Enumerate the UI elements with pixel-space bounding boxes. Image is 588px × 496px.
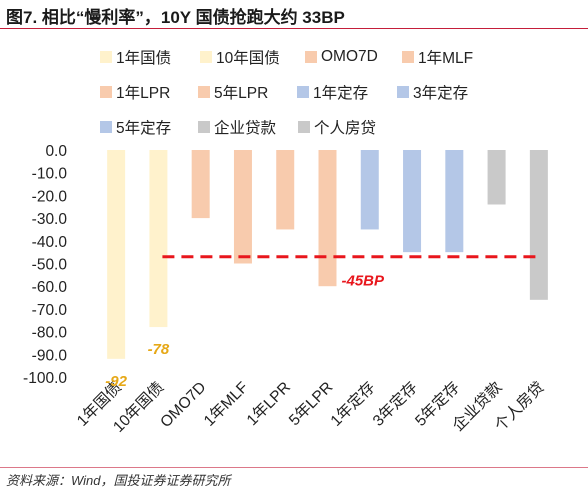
figure-title: 图7. 相比“慢利率”，10Y 国债抢跑大约 33BP — [6, 8, 345, 27]
data-label: -92 — [105, 373, 127, 390]
y-tick-label: -70.0 — [32, 302, 68, 319]
legend-swatch — [200, 51, 212, 63]
title-bar: 图7. 相比“慢利率”，10Y 国债抢跑大约 33BP — [0, 0, 588, 28]
bar-10 — [487, 150, 506, 205]
x-tick-label: 5年LPR — [285, 378, 336, 429]
bar-8 — [403, 150, 422, 253]
bar-11 — [529, 150, 548, 300]
legend-swatch — [198, 86, 210, 98]
legend-item: 1年定存 — [297, 81, 368, 103]
bar-2 — [149, 150, 168, 328]
legend-item: 1年LPR — [100, 81, 170, 103]
x-tick-label: 1年MLF — [200, 378, 252, 430]
legend-label: 1年定存 — [313, 85, 369, 102]
legend-item: 1年MLF — [402, 46, 473, 68]
legend-item: 企业贷款 — [198, 116, 276, 138]
legend-swatch — [402, 51, 414, 63]
legend-label: OMO7D — [321, 48, 378, 65]
y-tick-label: -50.0 — [32, 257, 68, 274]
x-tick-label: 1年LPR — [243, 378, 294, 429]
bar-6 — [318, 150, 337, 287]
legend-swatch — [305, 51, 317, 63]
legend-item: 10年国债 — [200, 46, 280, 68]
source-note: 资料来源：Wind，国投证券证券研究所 — [6, 473, 231, 488]
bar-9 — [445, 150, 464, 253]
legend-item: 个人房贷 — [298, 116, 376, 138]
legend-swatch — [100, 86, 112, 98]
legend-swatch — [297, 86, 309, 98]
y-tick-label: -10.0 — [32, 166, 68, 183]
source-rule — [0, 467, 588, 468]
legend-item: 5年LPR — [198, 81, 268, 103]
legend-label: 1年国债 — [116, 50, 172, 67]
legend-label: 10年国债 — [216, 50, 280, 67]
chart-legend: 1年国债 10年国债 OMO7D 1年MLF 1年LPR 5年LPR 1年定存 3年定存 5年定… — [100, 46, 500, 142]
bar-1 — [107, 150, 126, 359]
legend-label: 5年定存 — [116, 120, 172, 137]
y-tick-label: -20.0 — [32, 188, 68, 205]
legend-item: 1年国债 — [100, 46, 171, 68]
bar-chart: 0.0 -10.0 -20.0 -30.0 -40.0 -50.0 -60.0 -70.0 -8… — [23, 143, 548, 436]
bar-4 — [233, 150, 252, 264]
x-tick-label: OMO7D — [157, 379, 209, 431]
bar-3 — [191, 150, 210, 219]
y-tick-label: -40.0 — [32, 234, 68, 251]
legend-swatch — [100, 51, 112, 63]
bar-5 — [276, 150, 295, 230]
y-tick-label: -80.0 — [32, 325, 68, 342]
y-tick-label: -30.0 — [32, 211, 68, 228]
reference-line-label: -45BP — [342, 273, 386, 290]
y-tick-label: -100.0 — [23, 370, 67, 387]
legend-label: 5年LPR — [214, 85, 269, 102]
y-tick-label: -90.0 — [32, 347, 68, 364]
title-rule — [0, 28, 588, 29]
legend-label: 企业贷款 — [214, 120, 277, 137]
legend-swatch — [298, 121, 310, 133]
x-tick-label: 3年定存 — [369, 378, 421, 430]
bar-7 — [360, 150, 379, 230]
legend-swatch — [100, 121, 112, 133]
legend-swatch — [198, 121, 210, 133]
legend-label: 3年定存 — [413, 85, 469, 102]
legend-label: 1年MLF — [418, 50, 474, 67]
x-tick-label: 1年定存 — [327, 378, 379, 430]
legend-label: 个人房贷 — [314, 120, 377, 137]
legend-item: 3年定存 — [397, 81, 468, 103]
legend-label: 1年LPR — [116, 85, 171, 102]
legend-item: OMO7D — [305, 46, 378, 68]
y-tick-label: 0.0 — [45, 143, 67, 160]
y-tick-label: -60.0 — [32, 279, 68, 296]
legend-item: 5年定存 — [100, 116, 171, 138]
data-label: -78 — [148, 341, 170, 358]
legend-swatch — [397, 86, 409, 98]
